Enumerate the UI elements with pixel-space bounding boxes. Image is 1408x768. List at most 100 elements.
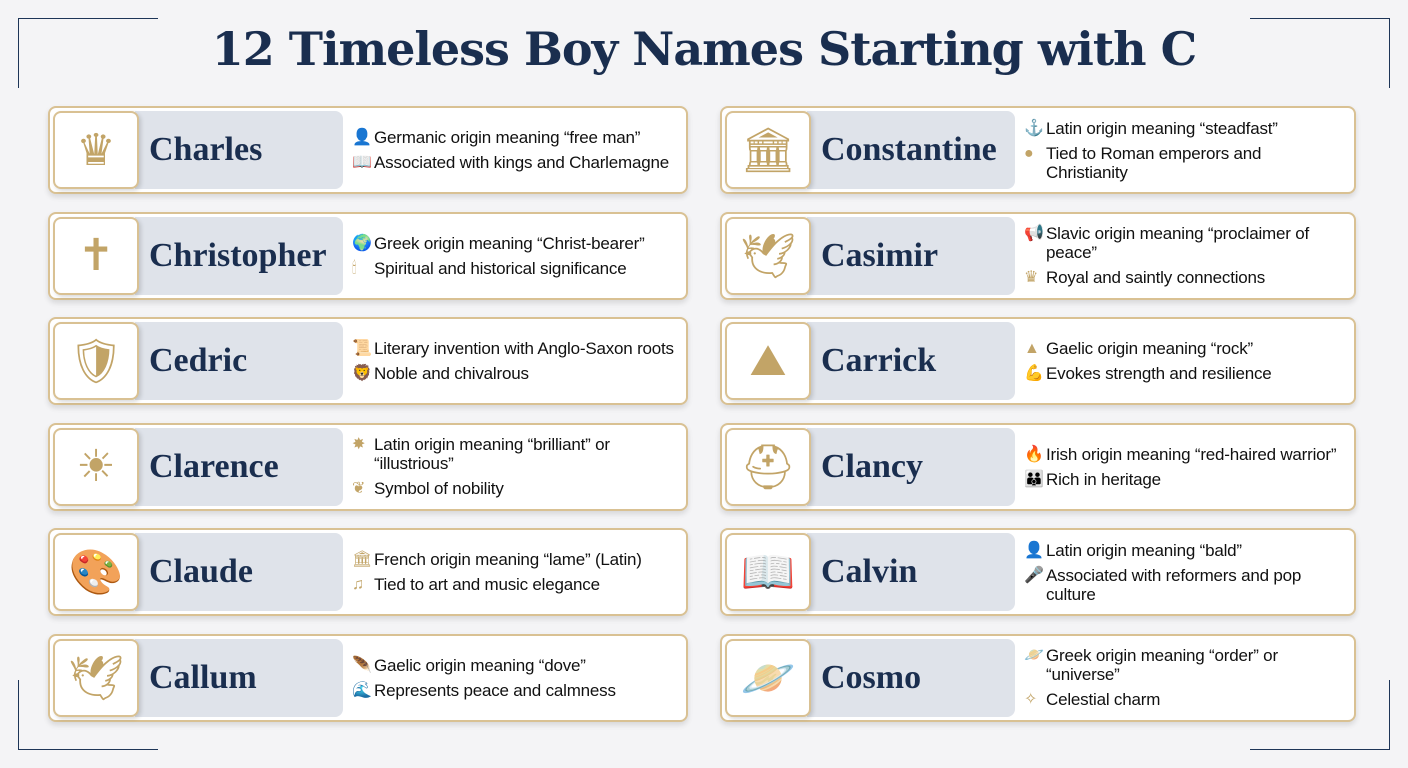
- fact-item: 🎤 Associated with reformers and pop cultu…: [1024, 566, 1345, 604]
- globe-icon: 🌍: [352, 234, 372, 252]
- name-card-clancy: ⛑ Clancy 🔥 Irish origin meaning “red-haired…: [720, 422, 1356, 511]
- facts-list: ⚓ Latin origin meaning “steadfast” ● Tied t…: [1015, 111, 1351, 189]
- fact-item: ♫ Tied to art and music elegance: [352, 575, 677, 594]
- fact-item: 👪 Rich in heritage: [1024, 470, 1345, 489]
- left-column: ♛ Charles 👤 Germanic origin meaning “free m…: [48, 106, 688, 722]
- name-label: Casimir: [807, 216, 1015, 295]
- fact-text: Latin origin meaning “steadfast”: [1046, 118, 1278, 138]
- fact-text: Noble and chivalrous: [374, 364, 529, 383]
- fact-text: Tied to art and music elegance: [374, 575, 600, 594]
- fact-text: Latin origin meaning “bald”: [1046, 540, 1242, 560]
- fact-item: 🦁 Noble and chivalrous: [352, 364, 677, 383]
- facts-list: ✸ Latin origin meaning “brilliant” or “il…: [343, 428, 683, 506]
- right-column: 🏛 Constantine ⚓ Latin origin meaning “stead…: [720, 106, 1356, 722]
- candle-icon: 🕯: [352, 259, 357, 277]
- constellation-icon: ✧: [1024, 691, 1038, 708]
- facts-list: ▲ Gaelic origin meaning “rock” 💪 Evokes str…: [1015, 322, 1351, 400]
- facts-list: 👤 Latin origin meaning “bald” 🎤 Associated …: [1015, 533, 1351, 611]
- family-icon: 👪: [1024, 470, 1044, 488]
- name-card-callum: 🕊 Callum 🪶 Gaelic origin meaning “dove” 🌊 Rep…: [48, 633, 688, 722]
- fact-text: Literary invention with Anglo-Saxon root…: [374, 339, 674, 358]
- fact-text: Tied to Roman emperors and Christianity: [1046, 143, 1262, 182]
- helmet-icon: ⛑: [725, 427, 811, 506]
- name-label: Constantine: [807, 111, 1015, 189]
- name-card-carrick: ⛰ Carrick ▲ Gaelic origin meaning “rock” 💪 Ev…: [720, 317, 1356, 405]
- fact-item: ✧ Celestial charm: [1024, 690, 1345, 709]
- flame-icon: 🔥: [1024, 445, 1044, 463]
- fact-item: ❦ Symbol of nobility: [352, 479, 677, 498]
- fact-item: 📖 Associated with kings and Charlemagne: [352, 153, 677, 172]
- book-quill-icon: 📖: [725, 533, 811, 611]
- name-label: Calvin: [807, 533, 1015, 611]
- facts-list: 🪶 Gaelic origin meaning “dove” 🌊 Represents…: [343, 639, 683, 717]
- fact-text: Royal and saintly connections: [1046, 268, 1266, 287]
- name-card-cosmo: 🪐 Cosmo 🪐 Greek origin meaning “order” or “…: [720, 633, 1356, 722]
- fact-text: Celestial charm: [1046, 690, 1161, 709]
- fact-item: 👤 Latin origin meaning “bald”: [1024, 541, 1345, 560]
- corner-ornament: [18, 680, 158, 750]
- fact-item: ✸ Latin origin meaning “brilliant” or “il…: [352, 435, 677, 473]
- laurel-icon: ❦: [352, 480, 366, 497]
- star-burst-icon: ✸: [352, 436, 366, 453]
- name-label: Claude: [135, 533, 343, 611]
- fact-text: French origin meaning “lame” (Latin): [374, 550, 642, 569]
- megaphone-icon: 📢: [1024, 225, 1044, 242]
- person-icon: 👤: [352, 129, 372, 146]
- fact-text: Latin origin meaning “brilliant” or “ill…: [374, 435, 610, 473]
- name-label: Clarence: [135, 427, 343, 506]
- fact-text: Evokes strength and resilience: [1046, 364, 1272, 383]
- name-label: Carrick: [807, 322, 1015, 400]
- name-card-claude: 🎨 Claude 🏛 French origin meaning “lame” (La…: [48, 528, 688, 616]
- cross-person-icon: ✝: [53, 216, 139, 295]
- fact-item: 📢 Slavic origin meaning “proclaimer of pe…: [1024, 224, 1345, 262]
- name-label: Callum: [135, 638, 343, 717]
- fact-item: ▲ Gaelic origin meaning “rock”: [1024, 339, 1345, 358]
- name-card-constantine: 🏛 Constantine ⚓ Latin origin meaning “stead…: [720, 106, 1356, 194]
- name-card-christopher: ✝ Christopher 🌍 Greek origin meaning “Chris…: [48, 211, 688, 300]
- name-card-calvin: 📖 Calvin 👤 Latin origin meaning “bald” 🎤 Asso…: [720, 528, 1356, 616]
- wave-icon: 🌊: [352, 681, 372, 699]
- fact-item: 👤 Germanic origin meaning “free man”: [352, 128, 677, 147]
- lion-icon: 🦁: [352, 365, 372, 382]
- fact-item: 🌍 Greek origin meaning “Christ-bearer”: [352, 234, 677, 253]
- microphone-icon: 🎤: [1024, 566, 1044, 584]
- crown-icon: ♛: [53, 111, 139, 189]
- fact-item: ● Tied to Roman emperors and Christianity: [1024, 144, 1345, 182]
- head-icon: 👤: [1024, 541, 1044, 559]
- name-card-casimir: 🕊 Casimir 📢 Slavic origin meaning “proclaim…: [720, 211, 1356, 300]
- coin-icon: ●: [1024, 144, 1034, 162]
- fact-item: 📜 Literary invention with Anglo-Saxon roo…: [352, 339, 677, 358]
- fact-item: 🔥 Irish origin meaning “red-haired warrio…: [1024, 445, 1345, 464]
- fact-text: Slavic origin meaning “proclaimer of pea…: [1046, 224, 1310, 262]
- facts-list: 📜 Literary invention with Anglo-Saxon roo…: [343, 322, 683, 400]
- name-label: Cedric: [135, 322, 343, 400]
- fact-text: Represents peace and calmness: [374, 680, 616, 700]
- corner-ornament: [1250, 18, 1390, 88]
- corner-ornament: [1250, 680, 1390, 750]
- fact-item: 🌊 Represents peace and calmness: [352, 681, 677, 700]
- fact-text: Irish origin meaning “red-haired warrior…: [1046, 444, 1337, 464]
- feather-icon: 🪶: [352, 656, 372, 674]
- fact-item: ⚓ Latin origin meaning “steadfast”: [1024, 119, 1345, 138]
- corner-ornament: [18, 18, 158, 88]
- column-icon: 🏛: [352, 551, 373, 568]
- page-title: 12 Timeless Boy Names Starting with C: [211, 22, 1197, 76]
- name-label: Clancy: [807, 427, 1015, 506]
- muscle-icon: 💪: [1024, 365, 1044, 382]
- fact-item: 🪶 Gaelic origin meaning “dove”: [352, 656, 677, 675]
- mountain-icon: ▲: [1024, 340, 1040, 357]
- name-label: Charles: [135, 111, 343, 189]
- facts-list: 📢 Slavic origin meaning “proclaimer of pe…: [1015, 217, 1351, 295]
- facts-list: 🔥 Irish origin meaning “red-haired warrio…: [1015, 428, 1351, 506]
- name-label: Christopher: [135, 216, 343, 295]
- fact-text: Gaelic origin meaning “rock”: [1046, 339, 1253, 358]
- scepter-dove-icon: 🕊: [725, 216, 811, 295]
- facts-list: 👤 Germanic origin meaning “free man” 📖 Asso…: [343, 111, 683, 189]
- name-card-charles: ♛ Charles 👤 Germanic origin meaning “free m…: [48, 106, 688, 194]
- fact-text: Associated with reformers and pop cultur…: [1046, 565, 1302, 604]
- crown-icon: ♛: [1024, 269, 1039, 286]
- name-card-cedric: 🛡 Cedric 📜 Literary invention with Anglo-Sa…: [48, 317, 688, 405]
- planet-icon: 🪐: [725, 638, 811, 717]
- name-card-clarence: ☀ Clarence ✸ Latin origin meaning “brillian…: [48, 422, 688, 511]
- fact-text: Greek origin meaning “Christ-bearer”: [374, 233, 645, 253]
